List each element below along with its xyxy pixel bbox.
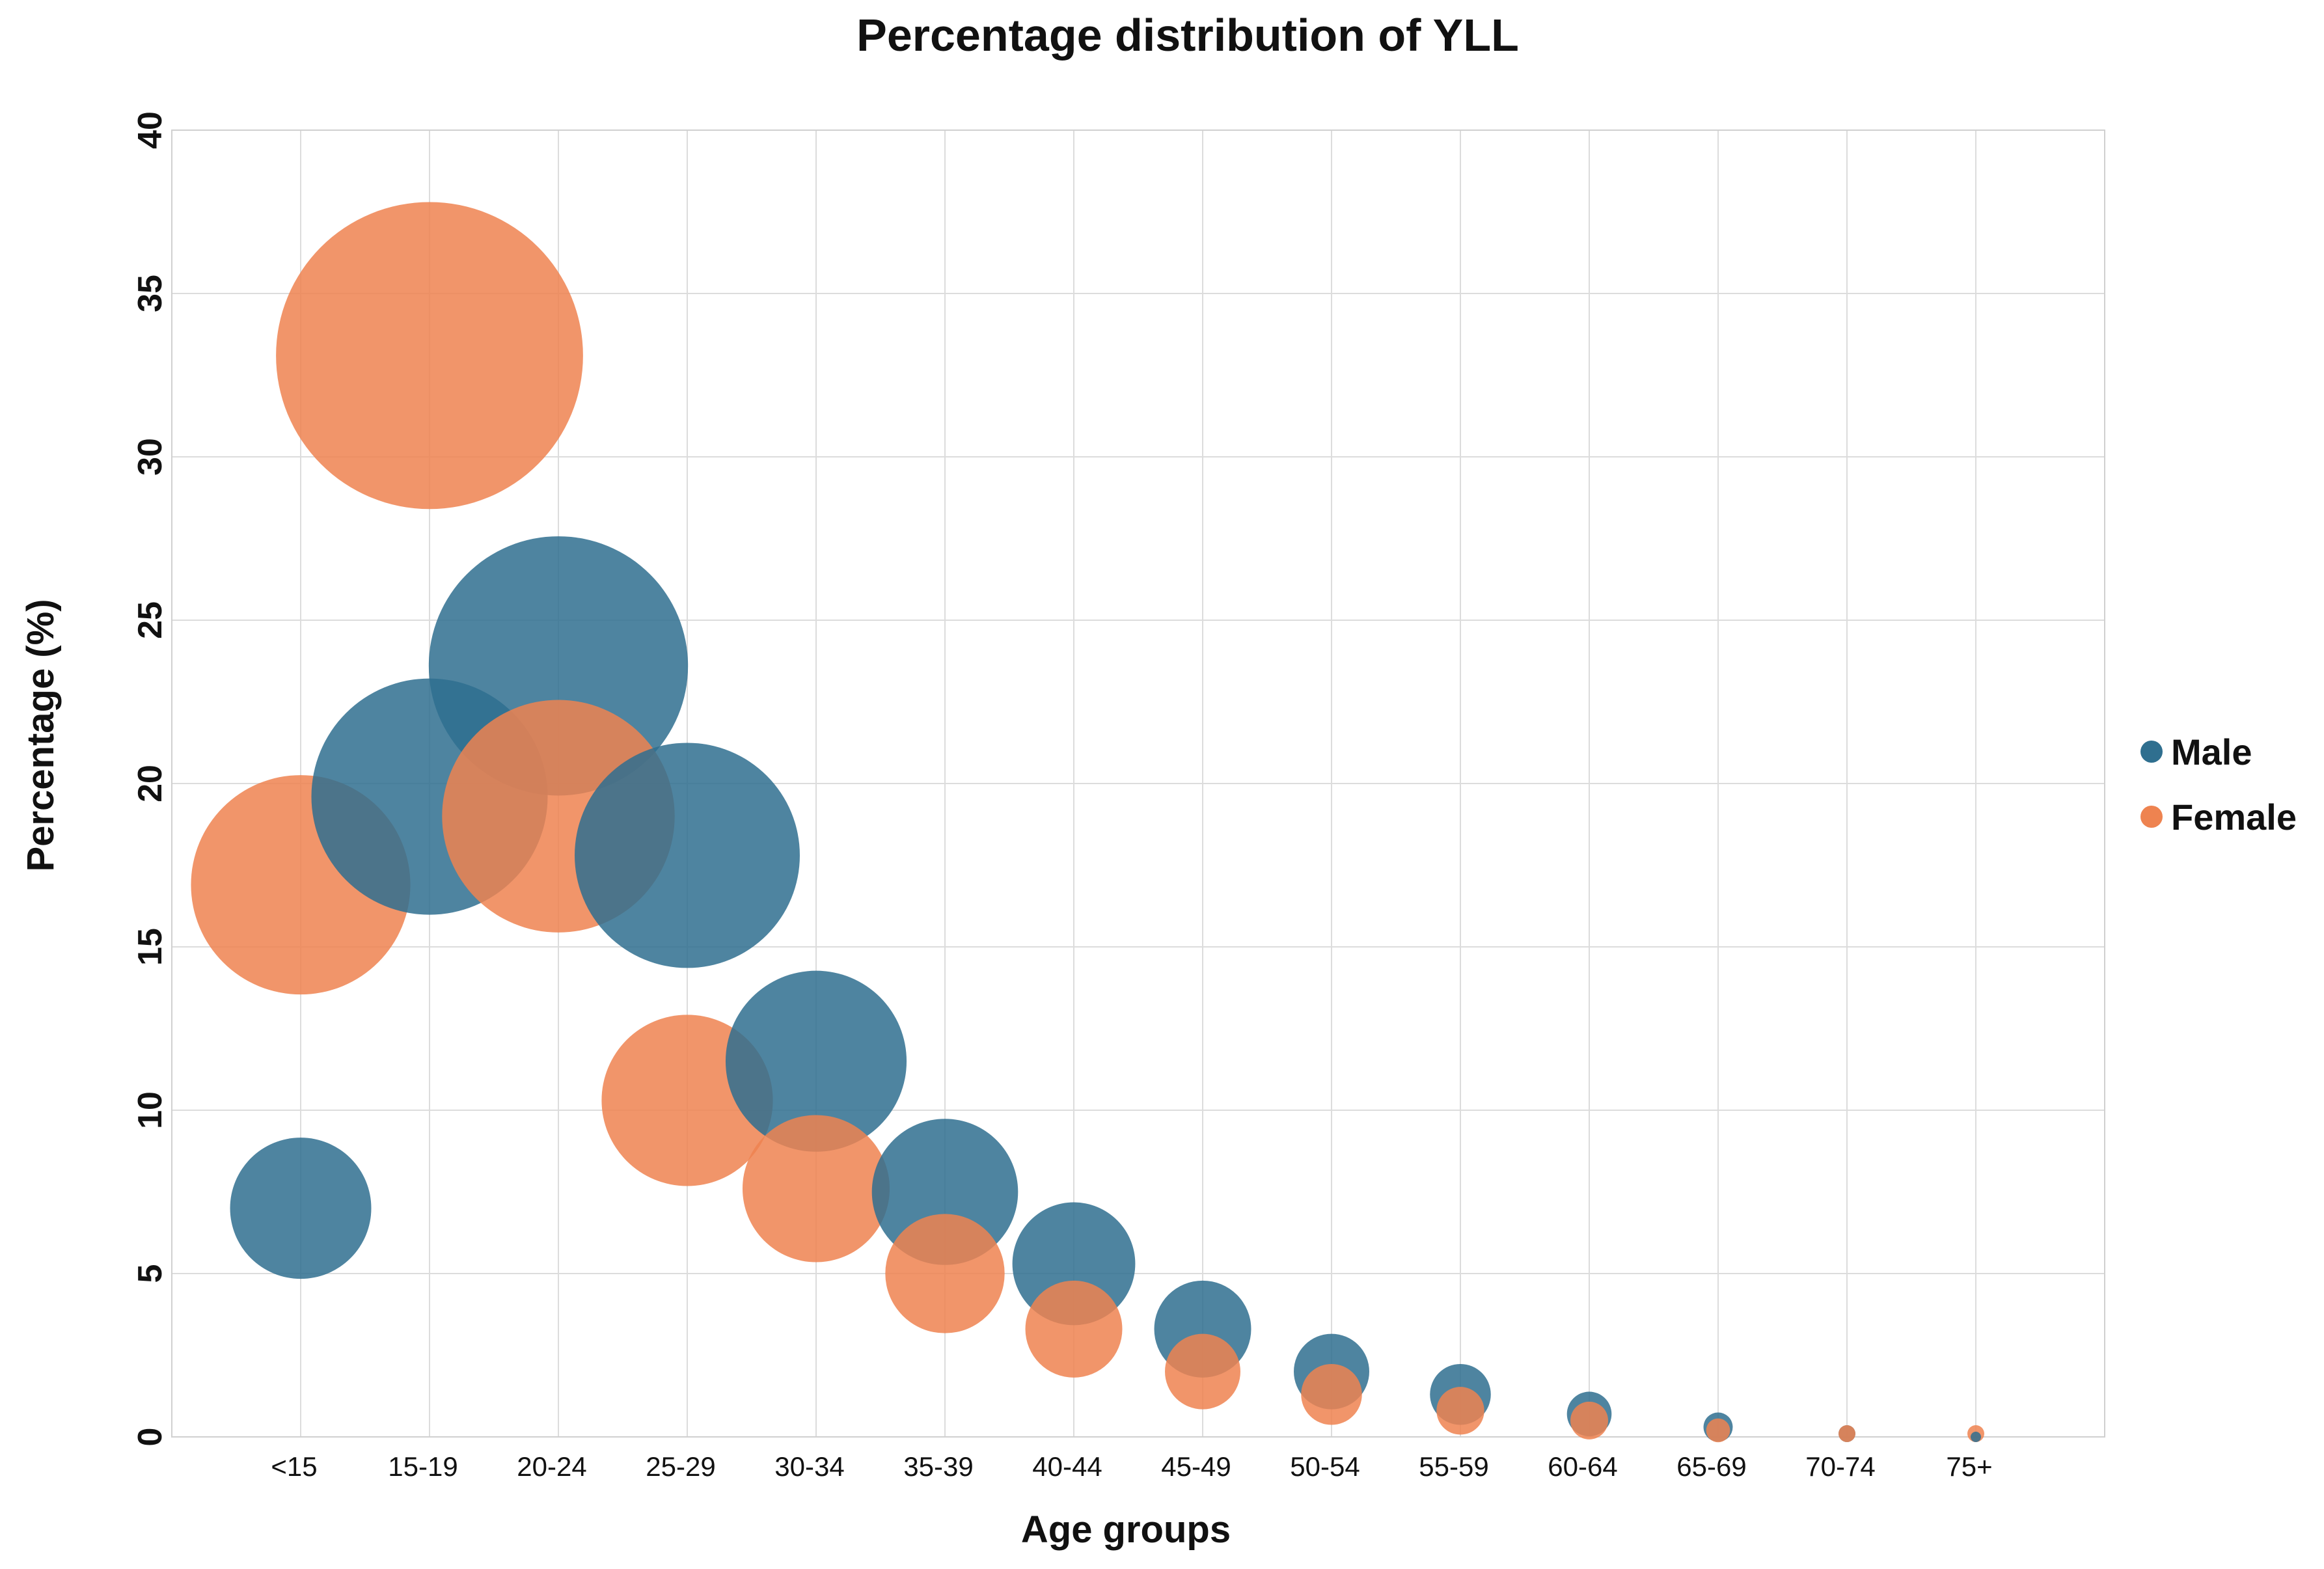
bubbles <box>191 202 1984 1443</box>
male-bubble <box>575 743 800 968</box>
legend-label: Male <box>2171 731 2252 772</box>
male-bubble <box>1971 1432 1981 1442</box>
x-tick-label: 15-19 <box>388 1451 458 1482</box>
male-bubble <box>725 970 907 1152</box>
x-tick-label: 40-44 <box>1032 1451 1102 1482</box>
y-axis-ticks: 0 5 10 15 20 25 30 35 40 <box>131 111 169 1446</box>
legend: Male Female <box>2140 731 2297 838</box>
y-tick-label: 10 <box>131 1091 169 1129</box>
legend-marker <box>2140 741 2163 763</box>
x-tick-label: 50-54 <box>1290 1451 1360 1482</box>
x-tick-label: 25-29 <box>646 1451 715 1482</box>
x-tick-label: 20-24 <box>517 1451 586 1482</box>
female-bubble <box>742 1115 890 1262</box>
x-tick-label: 35-39 <box>903 1451 973 1482</box>
female-bubble <box>1570 1401 1608 1439</box>
x-tick-label: 60-64 <box>1548 1451 1617 1482</box>
chart-title: Percentage distribution of YLL <box>856 10 1519 61</box>
y-tick-label: 15 <box>131 928 169 966</box>
y-tick-label: 25 <box>131 601 169 639</box>
female-bubble <box>1165 1333 1240 1410</box>
y-tick-label: 5 <box>131 1264 169 1283</box>
y-tick-label: 0 <box>131 1428 169 1447</box>
female-bubble <box>276 202 583 510</box>
x-tick-label: 75+ <box>1946 1451 1992 1482</box>
x-axis-ticks: <15 15-19 20-24 25-29 30-34 35-39 40-44 45-49 50… <box>271 1451 1992 1482</box>
legend-label: Female <box>2171 797 2297 838</box>
x-tick-label: 70-74 <box>1805 1451 1875 1482</box>
female-bubble <box>1839 1425 1855 1442</box>
female-bubble <box>1436 1387 1484 1435</box>
x-tick-label: 45-49 <box>1161 1451 1231 1482</box>
y-axis-title: Percentage (%) <box>20 599 62 871</box>
male-bubble <box>230 1138 372 1279</box>
y-tick-label: 40 <box>131 111 169 149</box>
legend-marker <box>2140 806 2163 828</box>
x-tick-label: <15 <box>271 1451 317 1482</box>
y-tick-label: 30 <box>131 438 169 476</box>
female-bubble <box>885 1214 1005 1333</box>
x-tick-label: 55-59 <box>1419 1451 1488 1482</box>
x-axis-title: Age groups <box>1021 1508 1231 1551</box>
female-bubble <box>1301 1363 1362 1425</box>
plot-area <box>171 130 2105 1438</box>
female-bubble <box>1025 1280 1123 1378</box>
x-tick-label: 65-69 <box>1676 1451 1746 1482</box>
x-tick-label: 30-34 <box>774 1451 844 1482</box>
y-tick-label: 35 <box>131 275 169 312</box>
female-bubble <box>1706 1418 1730 1443</box>
y-tick-label: 20 <box>131 765 169 802</box>
